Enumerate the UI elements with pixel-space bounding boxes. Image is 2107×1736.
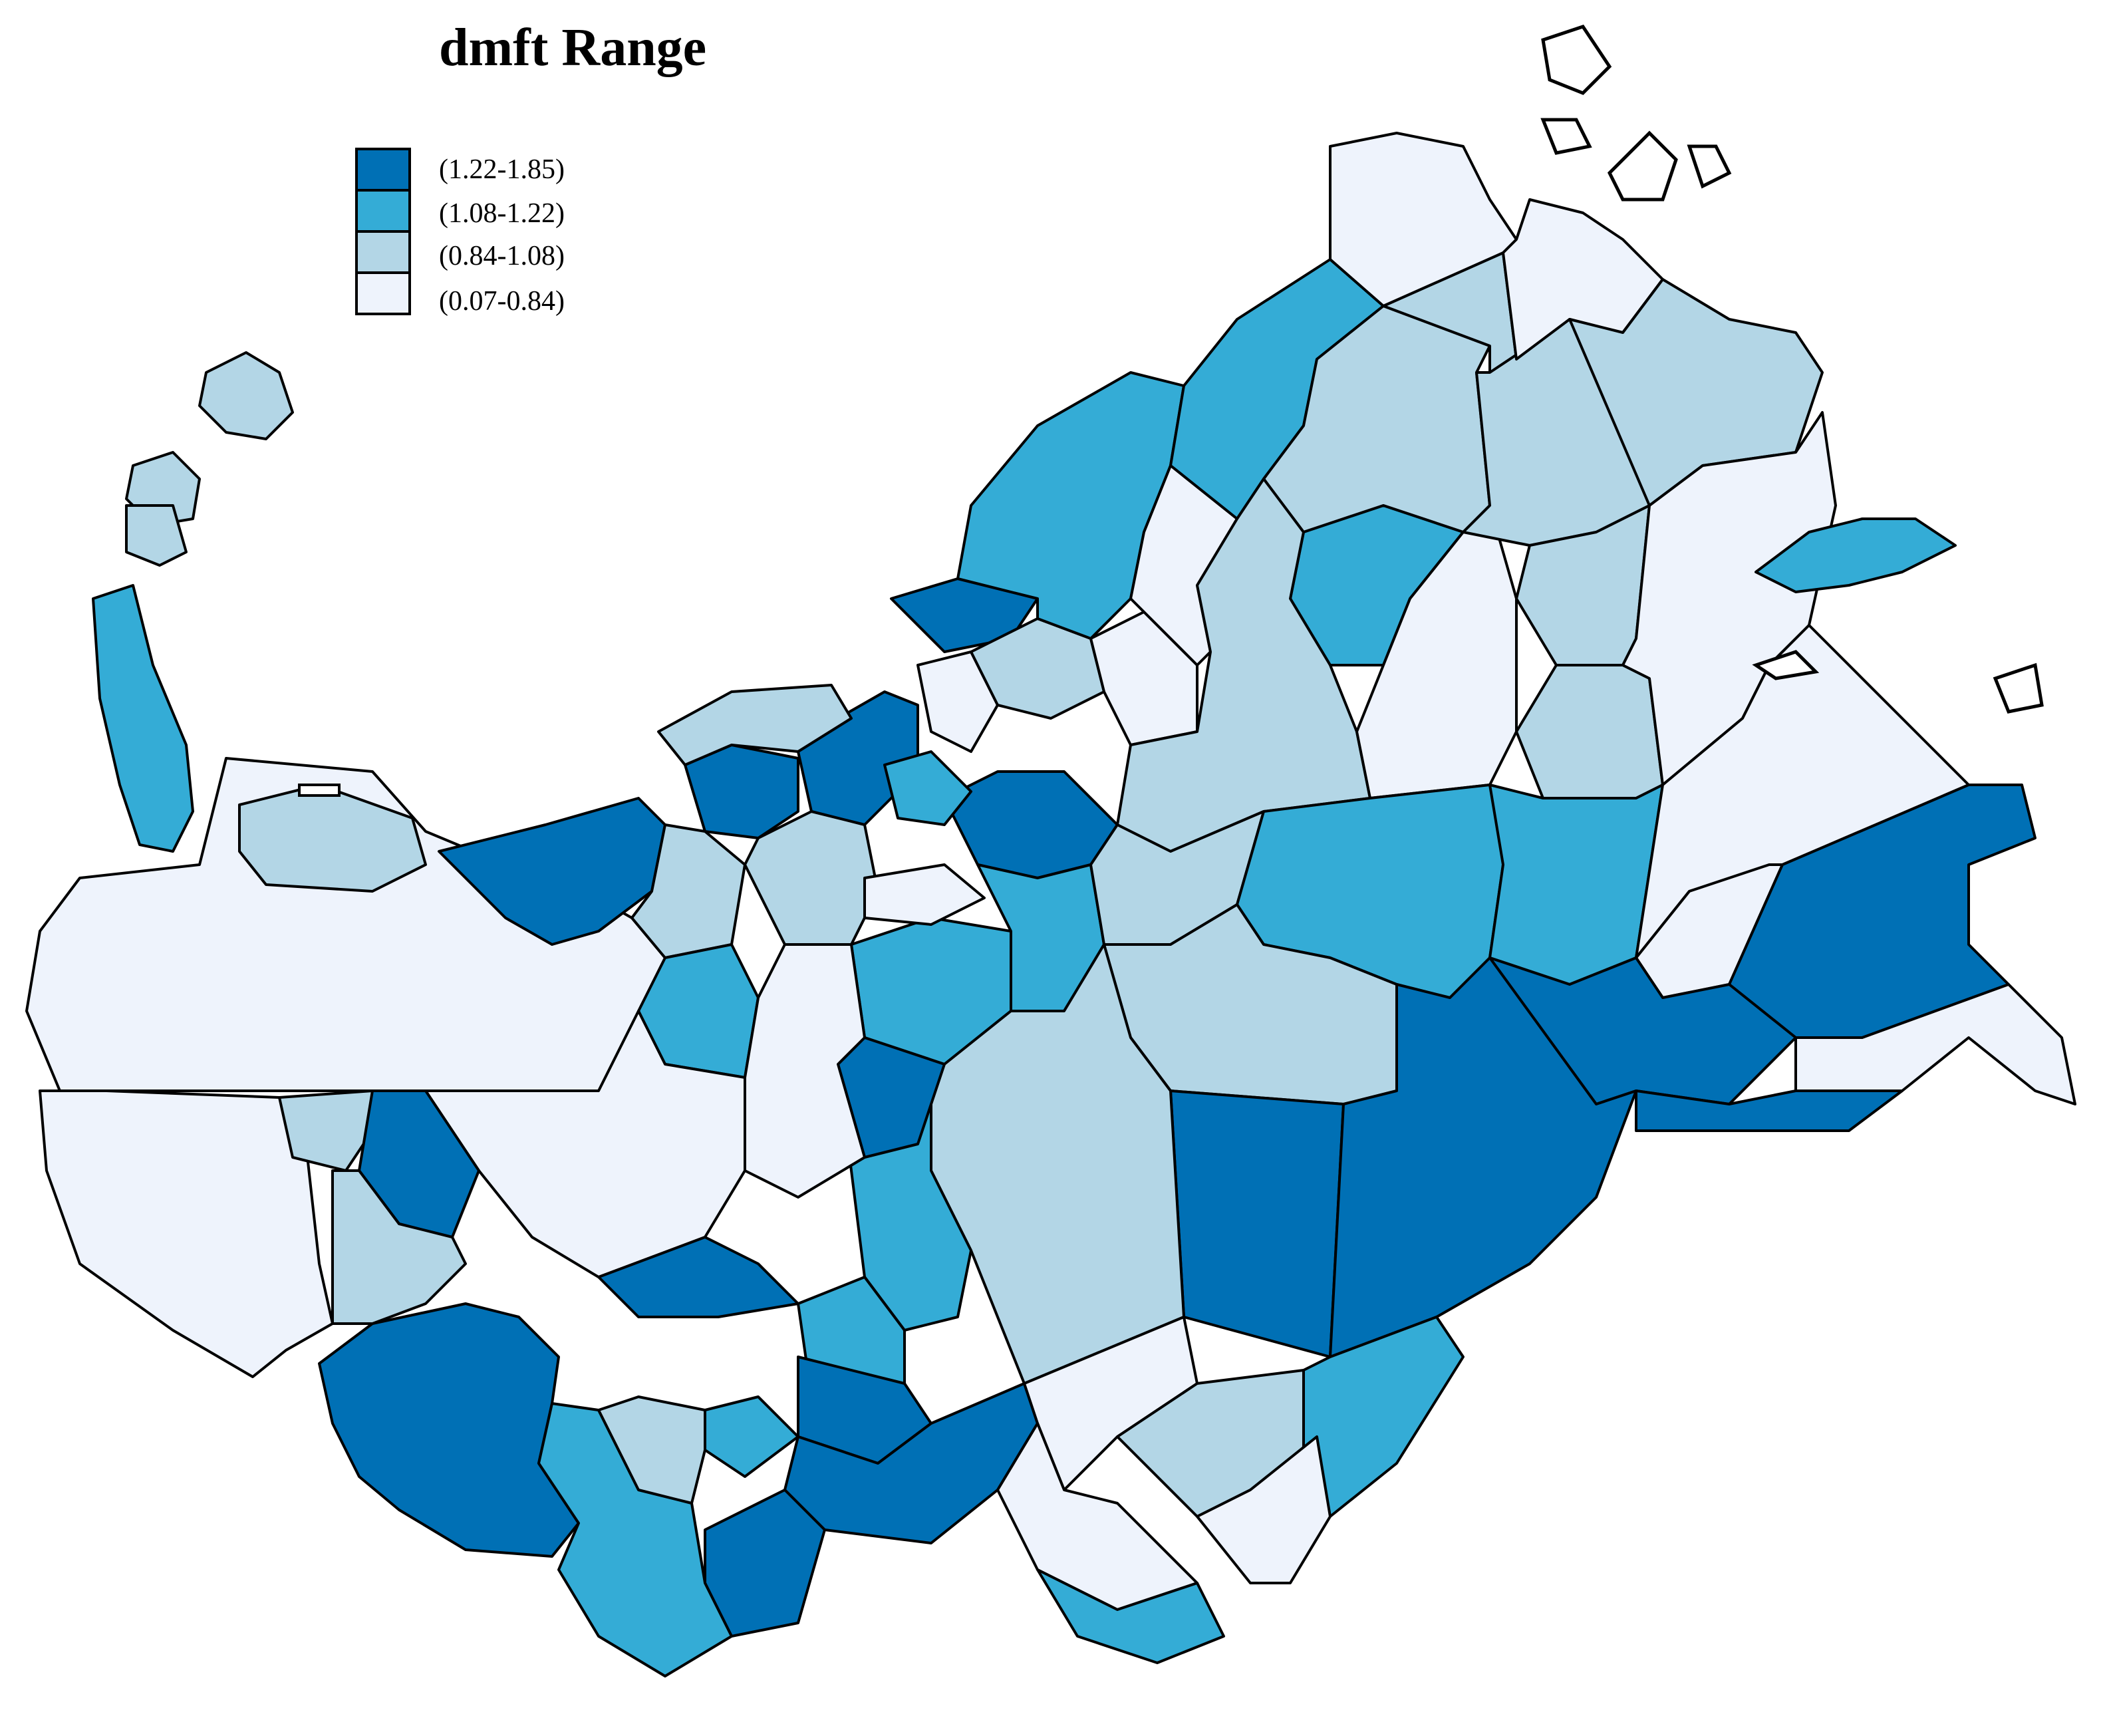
region-ce-4 [1515, 664, 1664, 799]
region-central-5 [883, 750, 972, 826]
region-sc-10 [704, 1489, 826, 1638]
region-central-6 [863, 863, 986, 926]
islet-2 [1540, 118, 1592, 155]
region-sc-4 [331, 1169, 467, 1325]
map-regions [25, 132, 2076, 1677]
legend-swatch-4 [355, 271, 411, 315]
region-sw-dark [318, 1302, 580, 1558]
region-se-6 [1196, 1435, 1332, 1584]
region-ne-island [1755, 517, 1957, 593]
region-se-3 [1036, 1568, 1225, 1664]
region-north-band [657, 684, 853, 766]
region-ci-4 [744, 943, 866, 1199]
islet-6 [1752, 650, 1820, 680]
legend-swatch-2 [355, 189, 411, 233]
region-ce-1 [1355, 504, 1518, 799]
islet-4 [1687, 144, 1732, 189]
region-north-coast-dark-5 [890, 577, 1039, 653]
legend: (1.22-1.85) (1.08-1.22) (0.84-1.08) (0.0… [355, 148, 565, 317]
region-sc-2 [278, 1089, 374, 1172]
region-sc-9 [704, 1395, 799, 1478]
region-nw-islet-3 [125, 504, 188, 567]
legend-swatch-3 [355, 230, 411, 274]
region-nw-peninsula [92, 584, 194, 853]
region-nw-islet-1 [198, 351, 294, 440]
legend-swatch-1 [355, 148, 411, 192]
region-cs-4 [1635, 1089, 1903, 1132]
region-cs-2 [1169, 1089, 1345, 1358]
region-ne-1 [1329, 132, 1518, 307]
legend-label-2: (1.08-1.22) [439, 198, 565, 229]
map-title: dmft Range [439, 19, 706, 77]
pier [298, 784, 341, 797]
islet-1 [1541, 25, 1612, 95]
region-sw-lowland [39, 1089, 334, 1378]
legend-label-3: (0.84-1.08) [439, 241, 565, 271]
islet-5 [1993, 662, 2044, 714]
legend-label-4: (0.07-0.84) [439, 286, 565, 317]
region-sc-1 [424, 1010, 746, 1278]
region-sc-12 [597, 1395, 706, 1505]
ne-islets [1540, 25, 2044, 714]
region-north-band-2 [916, 651, 999, 753]
legend-label-1: (1.22-1.85) [439, 154, 565, 185]
islet-3 [1607, 130, 1678, 202]
